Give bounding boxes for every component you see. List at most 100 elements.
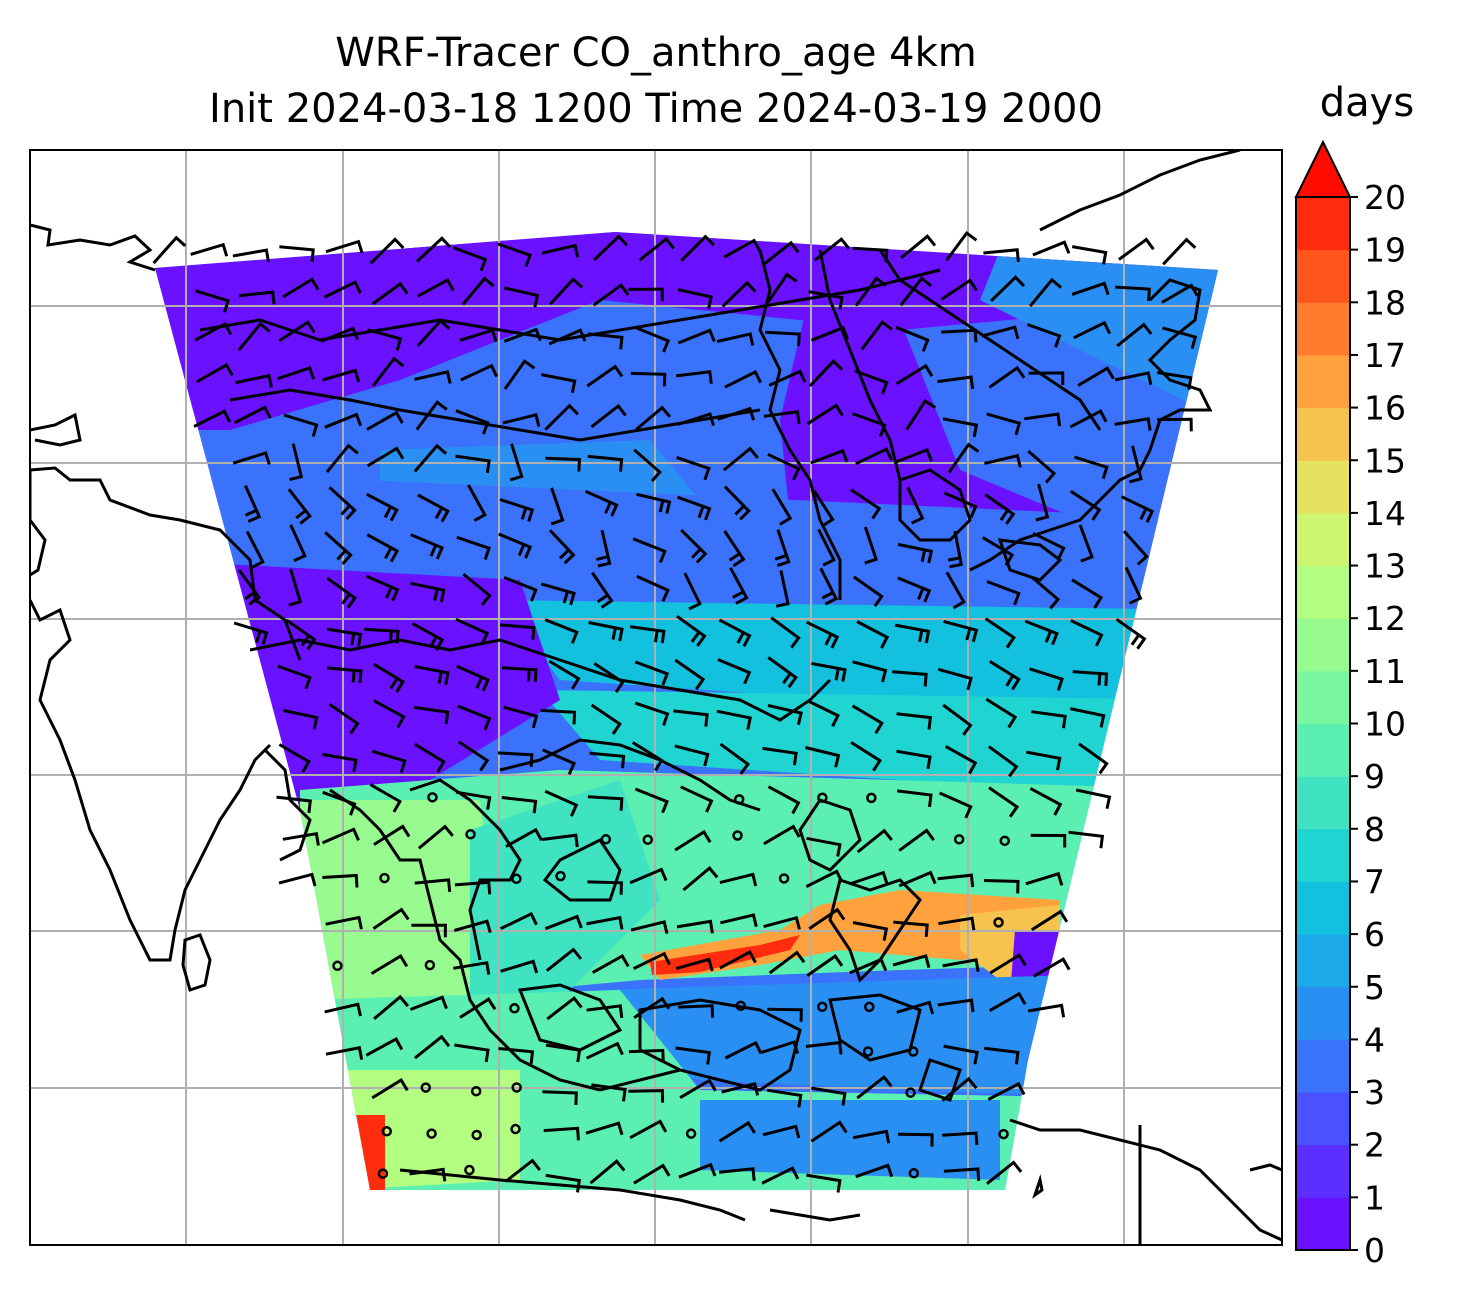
wind-barb [805, 1040, 843, 1055]
wind-barb [282, 831, 320, 846]
wind-barb [984, 1046, 1020, 1065]
wind-barb [1033, 957, 1071, 978]
wind-barb [984, 493, 1016, 525]
wind-barb [587, 880, 623, 895]
wind-barb [548, 659, 581, 690]
wind-barb [193, 409, 232, 428]
wind-barb [545, 947, 583, 972]
colorbar-tick-label: 11 [1364, 652, 1406, 691]
wind-barb [762, 746, 798, 766]
wind-barb [771, 488, 793, 526]
chart-subtitle: Init 2024-03-18 1200 Time 2024-03-19 200… [209, 86, 1103, 132]
wind-barb [277, 664, 312, 690]
colorbar-segment [1296, 354, 1350, 409]
calm-wind-marker [817, 1001, 828, 1013]
wind-barb [947, 442, 980, 474]
wind-barb [548, 529, 576, 565]
wind-barb [719, 949, 757, 970]
calm-wind-marker [999, 835, 1011, 847]
wind-barb [675, 370, 713, 384]
wind-barb [720, 913, 758, 928]
wind-barb [504, 1158, 541, 1183]
wind-barb [850, 741, 882, 772]
wind-barb [455, 618, 490, 645]
wind-barb [761, 1166, 800, 1185]
wind-barb [592, 283, 630, 307]
wind-barb [850, 488, 882, 520]
wind-barb [683, 572, 702, 611]
wind-barb [898, 1132, 934, 1147]
wind-barb [237, 321, 271, 352]
wind-barb [943, 1167, 981, 1182]
wind-barb [1071, 245, 1108, 265]
wind-barb [806, 954, 844, 977]
wind-barb [722, 446, 759, 472]
wind-barb [854, 276, 887, 307]
wind-barb [499, 498, 535, 522]
wind-barb [942, 417, 979, 438]
calm-wind-marker [424, 959, 436, 971]
wind-barb [768, 369, 807, 387]
wind-barb [459, 997, 497, 1019]
wind-barb [636, 575, 670, 602]
wind-barb [941, 328, 978, 343]
wind-barb [499, 623, 536, 640]
wind-barb [502, 412, 541, 427]
calm-wind-marker [817, 792, 828, 803]
wind-barb [716, 332, 755, 347]
colorbar-tick-label: 0 [1364, 1231, 1385, 1270]
wind-barb [675, 1046, 711, 1065]
wind-barb [416, 318, 451, 347]
wind-barb [632, 951, 671, 970]
wind-barb [767, 452, 801, 481]
wind-barb [1122, 530, 1149, 566]
wind-barb [1030, 833, 1067, 848]
wind-barb [544, 403, 579, 431]
wind-barb [540, 708, 577, 725]
wind-barb [325, 443, 359, 473]
wind-barb [894, 623, 931, 644]
wind-barb [1032, 531, 1066, 560]
wind-barb [851, 412, 887, 437]
wind-barb [545, 456, 581, 472]
colorbar-segment [1296, 1039, 1350, 1093]
colorbar-tick-label: 1 [1364, 1178, 1385, 1217]
wind-barb [849, 957, 888, 975]
colorbar-segment [1296, 512, 1350, 567]
wind-barb [417, 493, 450, 523]
colorbar-tick-label: 2 [1364, 1126, 1385, 1165]
calm-wind-marker [953, 834, 965, 845]
wind-barb [729, 567, 749, 605]
wind-barb [414, 878, 452, 893]
calm-wind-marker [778, 873, 790, 884]
wind-barb [503, 359, 536, 390]
wind-barb [411, 923, 447, 938]
colorbar-tick-label: 16 [1364, 389, 1406, 428]
wind-barb [596, 529, 612, 568]
calm-wind-marker [509, 1003, 520, 1014]
calm-wind-marker [511, 873, 522, 885]
wind-barb [544, 789, 579, 817]
wind-barb [541, 373, 577, 394]
colorbar-segment [1296, 407, 1350, 461]
wind-barb [244, 484, 262, 523]
calm-wind-marker [471, 1129, 482, 1141]
wind-barb [1029, 787, 1063, 816]
wind-barb [855, 447, 893, 466]
wind-barb [937, 998, 975, 1013]
chart-title: WRF-Tracer CO_anthro_age 4km [335, 30, 977, 76]
wind-barb [278, 743, 311, 773]
wind-barb [983, 248, 1020, 262]
wind-barb [461, 276, 495, 306]
wind-barb [326, 666, 363, 684]
wind-barb [276, 795, 312, 814]
wind-barb [983, 879, 1020, 894]
wind-barb [721, 1081, 760, 1096]
wind-barb [540, 582, 576, 606]
wind-barb [806, 699, 840, 727]
wind-barb [278, 320, 316, 342]
wind-barb [944, 745, 978, 775]
wind-barb [1162, 326, 1198, 349]
calm-wind-marker [732, 830, 743, 841]
